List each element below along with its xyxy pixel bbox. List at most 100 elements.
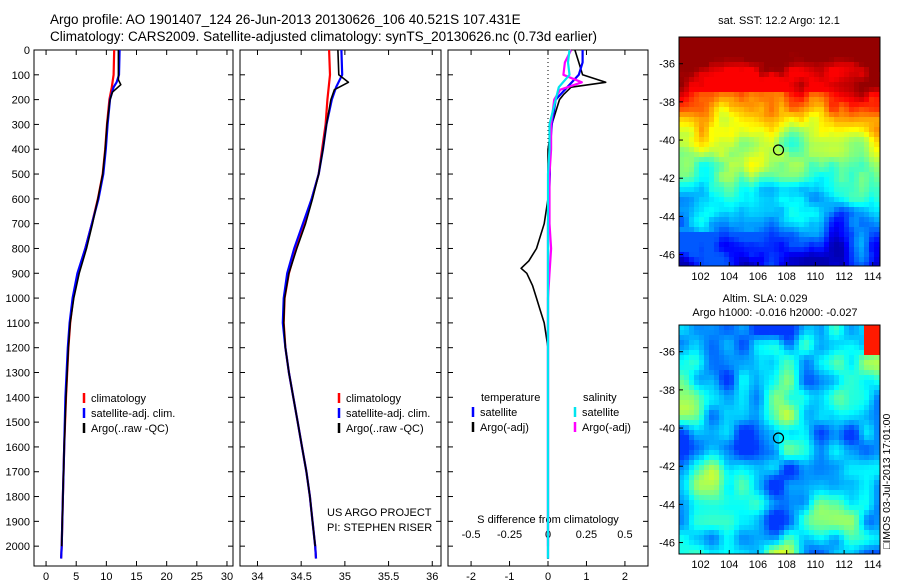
sla-map-cell [714, 440, 720, 446]
sst-map-cell [819, 127, 825, 133]
sst-map-cell [779, 127, 785, 133]
sst-map-cell [784, 87, 790, 93]
sla-map-cell [749, 510, 755, 516]
sla-map-cell [799, 540, 805, 546]
sst-map-cell [699, 47, 705, 53]
sla-map-cell [794, 450, 800, 456]
sla-map-cell [754, 460, 760, 466]
sst-map-cell [769, 57, 775, 63]
sst-map-cell [754, 182, 760, 188]
sst-map-cell [679, 132, 685, 138]
sla-map-cell [849, 535, 855, 541]
sst-map-cell [789, 72, 795, 78]
sla-map-cell [809, 400, 815, 406]
sla-map-cell [764, 385, 770, 391]
sla-map-cell [809, 345, 815, 351]
sst-map-cell [829, 202, 835, 208]
sla-map-cell [704, 500, 710, 506]
sst-map-cell [749, 52, 755, 58]
sst-map-cell [694, 157, 700, 163]
sla-map-cell [724, 465, 730, 471]
sla-map-cell [859, 550, 865, 555]
sla-map-cell [719, 475, 725, 481]
sla-map-cell [709, 405, 715, 411]
sla-map-cell [814, 425, 820, 431]
sst-map-cell [874, 57, 880, 63]
sst-map-ytick-label: -40 [659, 135, 675, 147]
sla-map-cell [774, 515, 780, 521]
sla-map-cell [759, 545, 765, 551]
sla-map-cell [754, 345, 760, 351]
sst-map-cell [764, 87, 770, 93]
sst-map-cell [789, 47, 795, 53]
sla-map-cell [774, 350, 780, 356]
sla-map-cell [839, 380, 845, 386]
difference-xtick-label: 1 [583, 571, 589, 580]
sla-map-cell [829, 425, 835, 431]
sla-map-cell [709, 360, 715, 366]
sla-map-cell [754, 375, 760, 381]
sst-map-cell [844, 87, 850, 93]
sla-map-cell [844, 355, 850, 361]
sst-map-cell [859, 212, 865, 218]
sst-map-cell [799, 102, 805, 108]
sla-map-cell [689, 470, 695, 476]
sla-map-cell [699, 385, 705, 391]
sst-map-cell [774, 182, 780, 188]
sla-map-cell [784, 480, 790, 486]
sst-map-cell [794, 92, 800, 98]
sst-map-cell [779, 157, 785, 163]
sla-map-cell [854, 405, 860, 411]
sla-map-cell [764, 470, 770, 476]
sst-map-cell [734, 222, 740, 228]
sst-map-cell [694, 257, 700, 263]
sla-map-cell [709, 380, 715, 386]
sst-map-cell [749, 137, 755, 143]
sla-map-cell [699, 330, 705, 336]
sst-map-cell [719, 197, 725, 203]
sla-map-cell [789, 525, 795, 531]
sla-map-cell [814, 510, 820, 516]
sla-map-cell [709, 435, 715, 441]
sst-map-cell [704, 217, 710, 223]
sst-map-cell [824, 67, 830, 73]
sla-map-cell [739, 460, 745, 466]
sla-map-cell [799, 525, 805, 531]
sst-map-cell [699, 92, 705, 98]
sla-map-cell [739, 380, 745, 386]
sst-map-cell [869, 172, 875, 178]
sst-map-cell [814, 37, 820, 43]
sla-map-cell [834, 485, 840, 491]
sst-map-cell [754, 72, 760, 78]
sst-map-cell [744, 157, 750, 163]
sla-map-cell [714, 510, 720, 516]
sla-map-cell [854, 540, 860, 546]
sst-map-cell [869, 217, 875, 223]
sla-map-cell [734, 420, 740, 426]
sla-map-cell [759, 370, 765, 376]
sla-map-cell [839, 420, 845, 426]
sst-map-cell [714, 72, 720, 78]
sst-map-cell [679, 202, 685, 208]
sla-map-cell [719, 495, 725, 501]
sst-map-cell [869, 87, 875, 93]
sla-map-cell [804, 350, 810, 356]
sst-map-cell [869, 47, 875, 53]
sst-map-cell [814, 177, 820, 183]
sst-map-cell [774, 62, 780, 68]
sst-map-cell [804, 172, 810, 178]
sla-map-cell [714, 330, 720, 336]
sla-map-cell [679, 435, 685, 441]
sla-map-cell [854, 430, 860, 436]
sst-map-cell [799, 112, 805, 118]
sst-map-cell [749, 37, 755, 43]
sla-map-cell [849, 490, 855, 496]
sla-map-cell [694, 415, 700, 421]
sla-map-cell [689, 545, 695, 551]
sla-map-cell [739, 500, 745, 506]
sla-map-cell [749, 365, 755, 371]
sst-map-cell [764, 97, 770, 103]
sst-map-cell [729, 147, 735, 153]
sla-map-cell [729, 510, 735, 516]
